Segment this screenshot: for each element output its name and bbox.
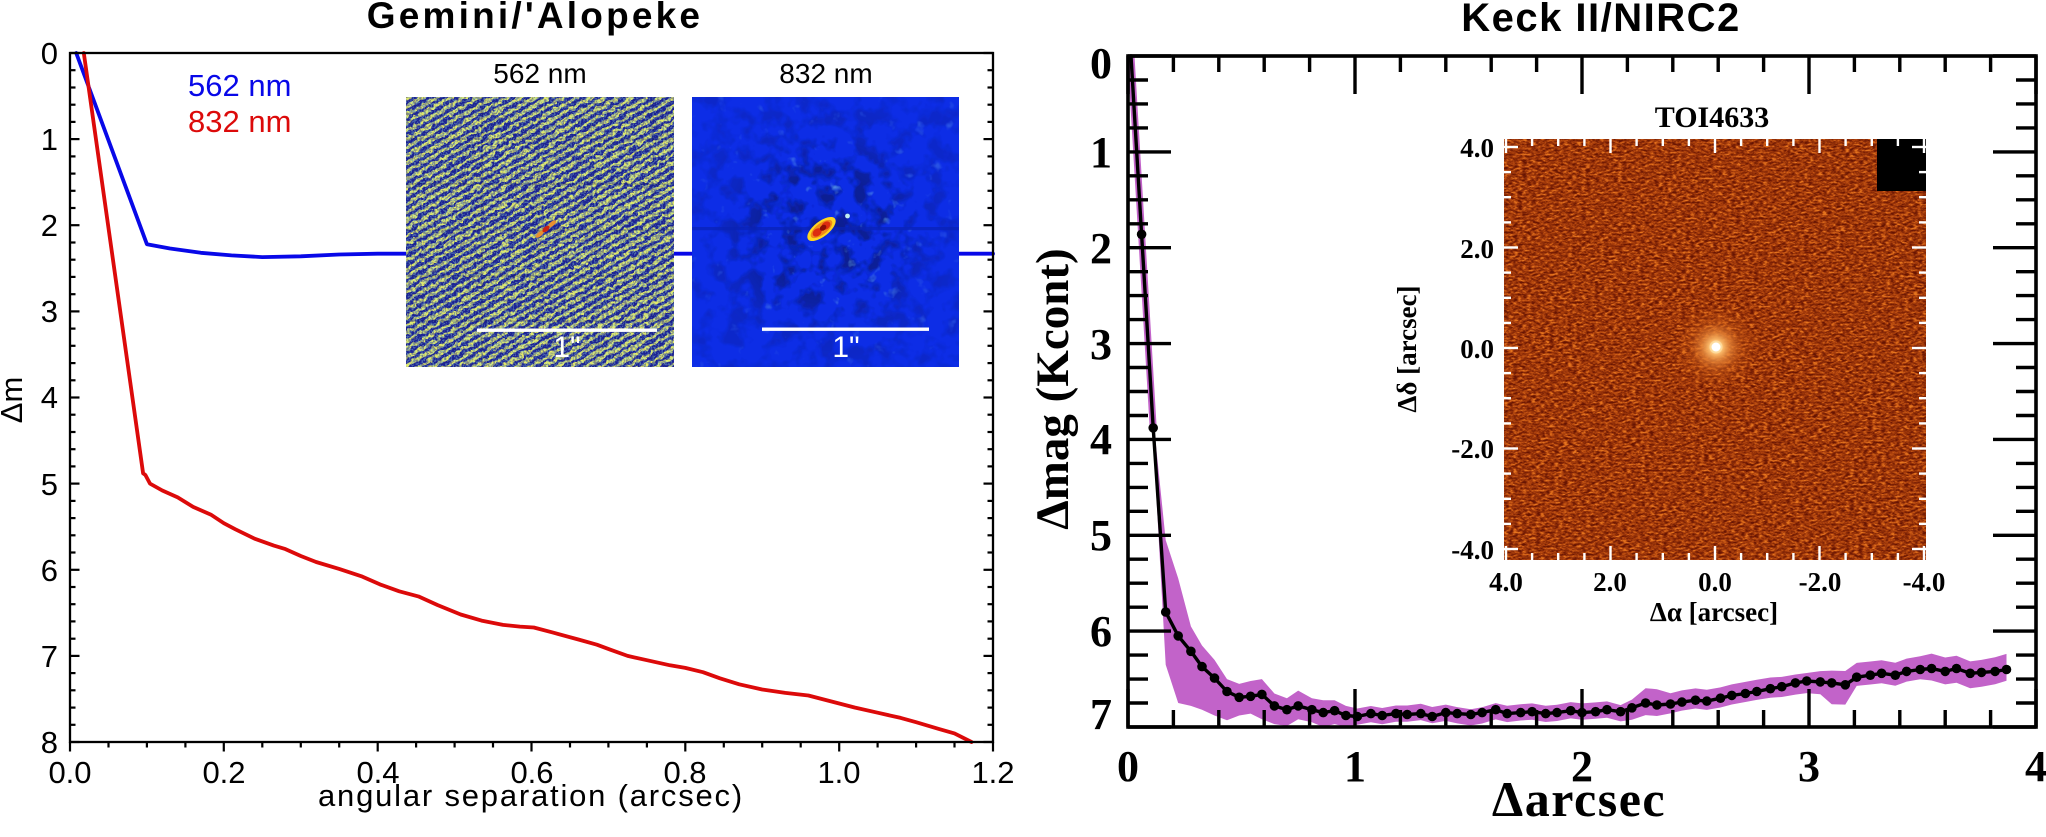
svg-text:2.0: 2.0: [1460, 234, 1494, 264]
svg-text:1.0: 1.0: [817, 755, 860, 790]
svg-text:8: 8: [41, 725, 58, 760]
svg-text:4.0: 4.0: [1460, 133, 1494, 163]
svg-text:Δarcsec: Δarcsec: [1492, 771, 1666, 827]
svg-text:Keck II/NIRC2: Keck II/NIRC2: [1461, 0, 1741, 40]
svg-text:0.4: 0.4: [356, 755, 399, 790]
svg-text:1: 1: [1090, 128, 1112, 177]
svg-text:-4.0: -4.0: [1903, 567, 1946, 597]
svg-text:5: 5: [41, 467, 58, 502]
svg-text:Δmag (Kcont): Δmag (Kcont): [1027, 248, 1079, 529]
svg-text:Δα [arcsec]: Δα [arcsec]: [1650, 597, 1778, 627]
svg-text:6: 6: [41, 553, 58, 588]
svg-text:angular separation (arcsec): angular separation (arcsec): [318, 778, 744, 813]
svg-text:1.2: 1.2: [971, 755, 1014, 790]
svg-text:0: 0: [1090, 39, 1112, 88]
svg-text:1: 1: [41, 122, 58, 157]
svg-text:Gemini/'Alopeke: Gemini/'Alopeke: [367, 0, 703, 36]
svg-text:5: 5: [1090, 511, 1112, 560]
svg-text:832 nm: 832 nm: [188, 104, 291, 139]
svg-text:-2.0: -2.0: [1799, 567, 1842, 597]
svg-text:0: 0: [41, 36, 58, 71]
svg-text:0.6: 0.6: [510, 755, 553, 790]
svg-text:1: 1: [1344, 742, 1366, 791]
svg-text:0.2: 0.2: [202, 755, 245, 790]
svg-text:1": 1": [832, 331, 859, 364]
svg-text:7: 7: [41, 639, 58, 674]
svg-text:2: 2: [1090, 224, 1112, 273]
svg-text:4: 4: [1090, 415, 1112, 464]
svg-text:2: 2: [41, 208, 58, 243]
svg-text:Δδ [arcsec]: Δδ [arcsec]: [1392, 285, 1422, 412]
svg-text:562 nm: 562 nm: [493, 58, 586, 89]
svg-text:3: 3: [41, 294, 58, 329]
svg-text:7: 7: [1090, 690, 1112, 739]
svg-text:-4.0: -4.0: [1451, 535, 1494, 565]
svg-text:0.8: 0.8: [663, 755, 706, 790]
svg-text:3: 3: [1798, 742, 1820, 791]
svg-text:0.0: 0.0: [1698, 567, 1732, 597]
svg-text:Δm: Δm: [0, 377, 29, 424]
svg-text:562 nm: 562 nm: [188, 68, 291, 103]
svg-text:4: 4: [41, 380, 58, 415]
svg-text:4.0: 4.0: [1489, 567, 1523, 597]
svg-text:-2.0: -2.0: [1451, 434, 1494, 464]
svg-text:832 nm: 832 nm: [779, 58, 872, 89]
svg-text:0.0: 0.0: [48, 755, 91, 790]
svg-text:0.0: 0.0: [1460, 334, 1494, 364]
svg-text:4: 4: [2025, 742, 2046, 791]
svg-text:6: 6: [1090, 607, 1112, 656]
svg-text:0: 0: [1117, 742, 1139, 791]
svg-text:TOI4633: TOI4633: [1655, 101, 1769, 134]
svg-text:2.0: 2.0: [1593, 567, 1627, 597]
svg-text:2: 2: [1571, 742, 1593, 791]
svg-text:1": 1": [553, 331, 580, 364]
svg-text:3: 3: [1090, 320, 1112, 369]
